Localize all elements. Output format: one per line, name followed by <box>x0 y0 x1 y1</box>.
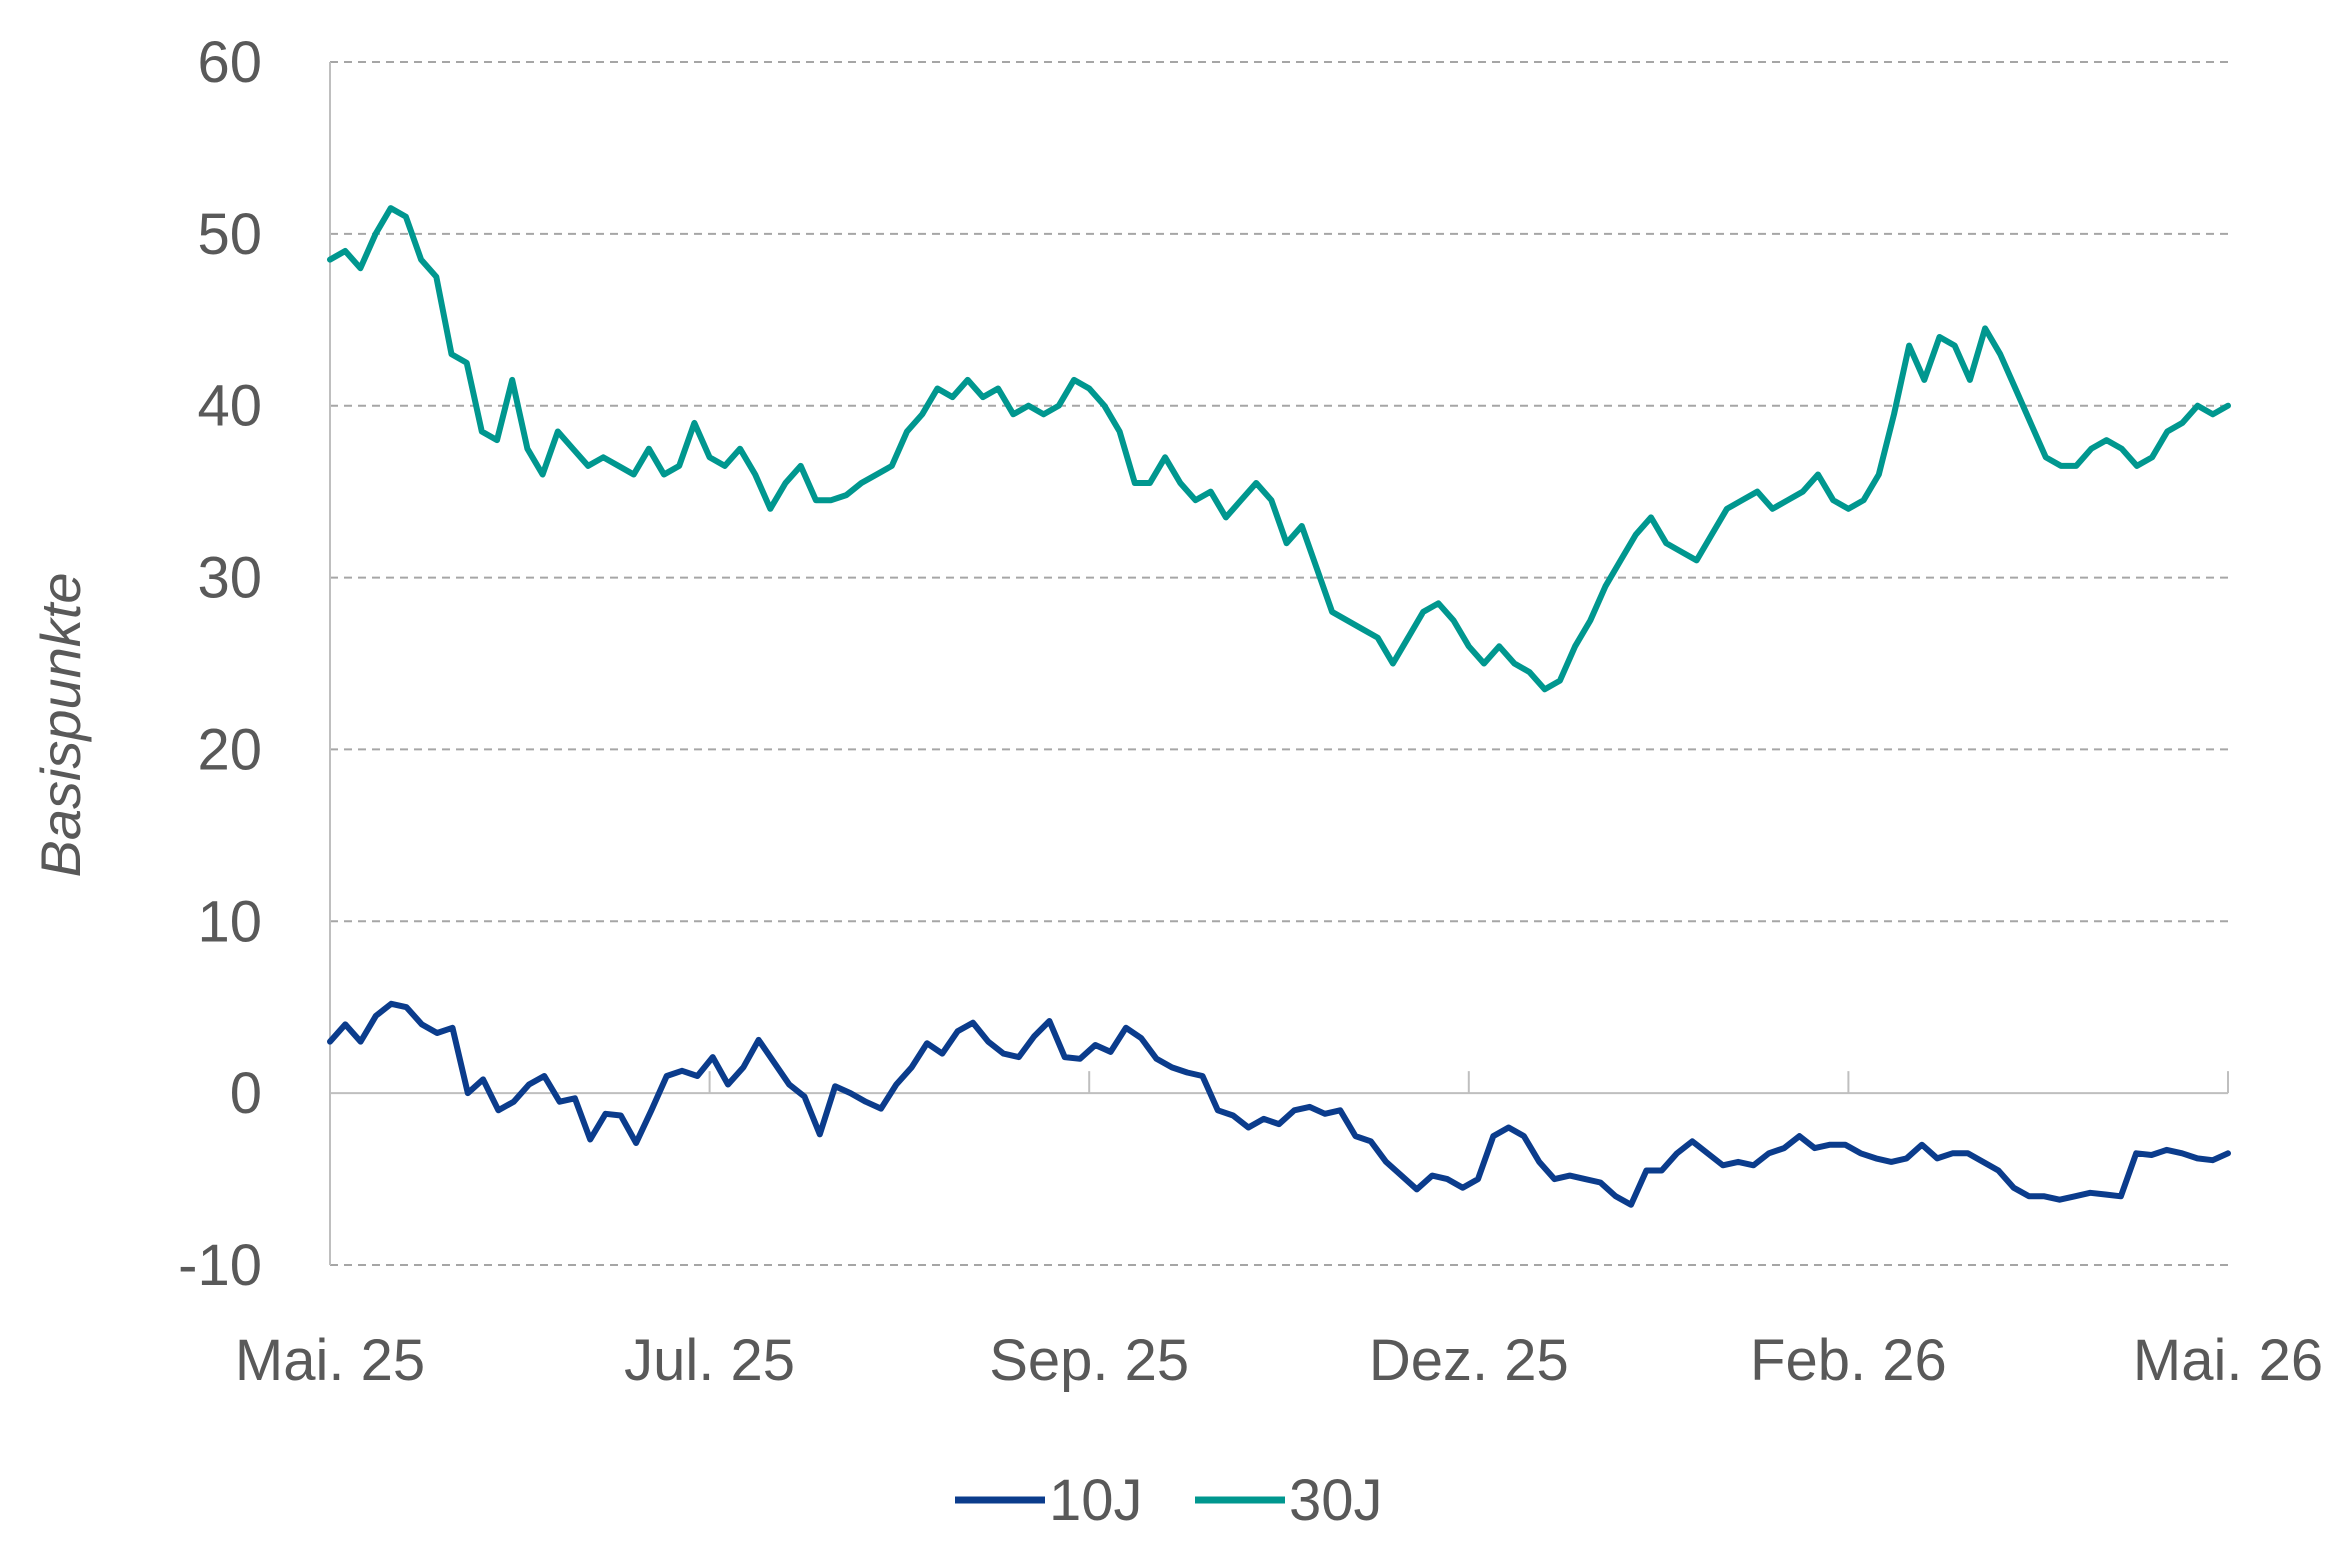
x-tick-label: Dez. 25 <box>1369 1328 1569 1393</box>
legend: 10J 30J <box>955 1468 1383 1533</box>
y-tick-label: 20 <box>197 717 262 782</box>
y-tick-label: 10 <box>197 889 262 954</box>
y-tick-label: 0 <box>230 1061 262 1126</box>
y-tick-label: 60 <box>197 30 262 95</box>
x-tick-label: Sep. 25 <box>989 1328 1189 1393</box>
x-tick-label: Feb. 26 <box>1750 1328 1947 1393</box>
x-tick-label: Jul. 25 <box>624 1328 795 1393</box>
y-tick-labels: -10 0 10 20 30 40 50 60 <box>178 30 262 1298</box>
y-tick-label: 50 <box>197 202 262 267</box>
series-line-10J <box>327 1000 2231 1208</box>
x-tick-labels: Mai. 25 Jul. 25 Sep. 25 Dez. 25 Feb. 26 Mai. … <box>235 1328 2323 1393</box>
gridlines <box>330 61 2228 1266</box>
x-tick-label: Mai. 26 <box>2133 1328 2323 1393</box>
series-line-30J <box>327 205 2231 693</box>
legend-label-30J: 30J <box>1289 1468 1383 1533</box>
series-lines <box>327 205 2231 1208</box>
y-tick-label: 40 <box>197 374 262 439</box>
y-axis-title: Basispunkte <box>29 572 92 877</box>
axes <box>329 62 2229 1265</box>
y-tick-label: 30 <box>197 546 262 611</box>
y-tick-label: -10 <box>178 1233 262 1298</box>
legend-label-10J: 10J <box>1049 1468 1143 1533</box>
x-tick-label: Mai. 25 <box>235 1328 425 1393</box>
